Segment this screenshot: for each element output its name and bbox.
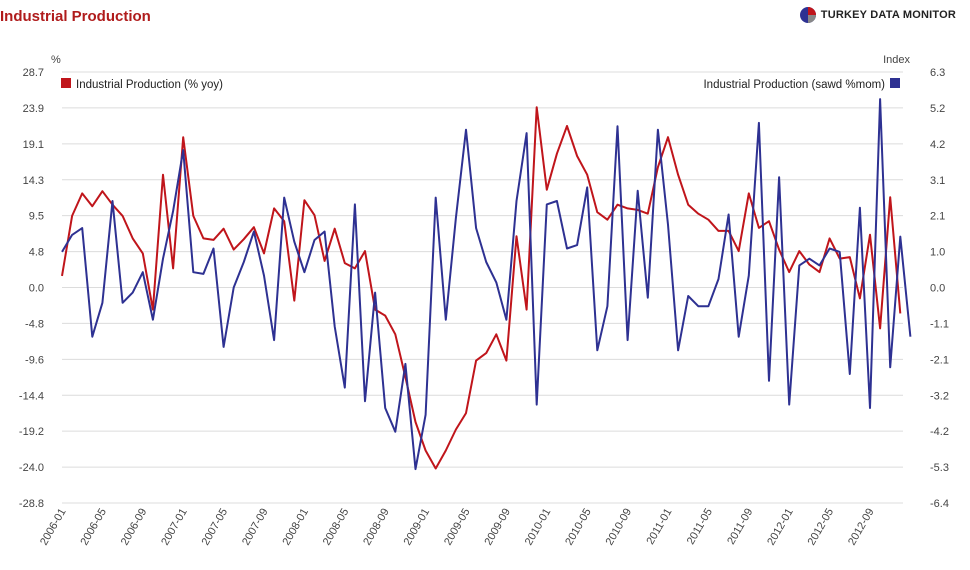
series-line-mom <box>61 98 912 471</box>
x-tick-label: 2006-01 <box>38 507 69 548</box>
right-tick-label: -6.4 <box>930 498 949 510</box>
x-tick-label: 2011-01 <box>644 507 674 547</box>
right-tick-label: 1.0 <box>930 247 945 259</box>
x-tick-label: 2010-05 <box>563 507 594 548</box>
right-tick-label: 0.0 <box>930 283 945 295</box>
left-tick-label: -19.2 <box>19 426 44 438</box>
x-tick-label: 2008-01 <box>280 507 311 548</box>
left-tick-label: 23.9 <box>23 103 44 115</box>
left-tick-label: 14.3 <box>23 175 44 187</box>
x-tick-label: 2006-09 <box>119 507 150 548</box>
left-tick-label: 28.7 <box>23 67 44 79</box>
legend-label-mom: Industrial Production (sawd %mom) <box>703 79 885 91</box>
right-tick-label: 5.2 <box>930 103 945 115</box>
right-tick-label: 2.1 <box>930 211 945 223</box>
left-axis-unit: % <box>51 54 61 66</box>
left-tick-label: -9.6 <box>25 354 44 366</box>
x-tick-label: 2008-05 <box>321 507 352 548</box>
x-tick-label: 2012-01 <box>765 507 796 548</box>
x-tick-label: 2012-05 <box>806 507 837 548</box>
brand-logo: TURKEY DATA MONITOR <box>799 6 956 24</box>
right-tick-label: -2.1 <box>930 354 949 366</box>
left-tick-label: 0.0 <box>29 283 44 295</box>
right-tick-label: -1.1 <box>930 318 949 330</box>
x-axis-ticks: 2006-01 2006-05 2006-09 2007-01 2007-05 2007-… <box>38 507 877 548</box>
right-axis-ticks: 6.3 5.2 4.2 3.1 2.1 1.0 0.0 -1.1 -2.1 -3.2 -4.2 -5.… <box>930 67 949 510</box>
x-tick-label: 2012-09 <box>846 507 877 548</box>
left-tick-label: -24.0 <box>19 462 44 474</box>
brand-name: TURKEY DATA MONITOR <box>820 9 956 21</box>
left-tick-label: -14.4 <box>19 390 44 402</box>
x-tick-label: 2009-01 <box>402 507 433 548</box>
right-tick-label: -4.2 <box>930 426 949 438</box>
right-tick-label: -3.2 <box>930 390 949 402</box>
right-tick-label: 4.2 <box>930 139 945 151</box>
x-tick-label: 2009-09 <box>482 507 513 548</box>
right-axis-unit: Index <box>883 54 910 66</box>
x-tick-label: 2010-09 <box>604 507 635 548</box>
x-tick-label: 2009-05 <box>442 507 473 548</box>
x-tick-label: 2010-01 <box>523 507 554 548</box>
legend-swatch-mom <box>890 78 900 88</box>
left-tick-label: 4.8 <box>29 247 44 259</box>
x-tick-label: 2007-09 <box>240 507 271 548</box>
page-title: Industrial Production <box>0 8 151 25</box>
x-tick-label: 2011-09 <box>725 507 755 547</box>
series-layer <box>61 98 912 471</box>
legend-label-yoy: Industrial Production (% yoy) <box>76 79 223 91</box>
x-tick-label: 2008-09 <box>361 507 392 548</box>
left-axis-ticks: 28.7 23.9 19.1 14.3 9.5 4.8 0.0 -4.8 -9.6 -14.4 -1… <box>19 67 44 510</box>
series-line-yoy <box>61 106 902 470</box>
left-tick-label: 9.5 <box>29 211 44 223</box>
x-tick-label: 2007-01 <box>159 507 190 548</box>
left-tick-label: 19.1 <box>23 139 44 151</box>
right-tick-label: 6.3 <box>930 67 945 79</box>
right-tick-label: 3.1 <box>930 175 945 187</box>
gridlines <box>62 71 903 504</box>
legend-left: Industrial Production (% yoy) <box>61 78 223 91</box>
left-tick-label: -4.8 <box>25 318 44 330</box>
left-tick-label: -28.8 <box>19 498 44 510</box>
x-tick-label: 2011-05 <box>685 507 715 547</box>
x-tick-label: 2007-05 <box>200 507 231 548</box>
brand-pie-icon <box>799 7 816 23</box>
right-tick-label: -5.3 <box>930 462 949 474</box>
x-tick-label: 2006-05 <box>78 507 109 548</box>
legend-swatch-yoy <box>61 78 71 88</box>
legend-right: Industrial Production (sawd %mom) <box>703 78 900 91</box>
